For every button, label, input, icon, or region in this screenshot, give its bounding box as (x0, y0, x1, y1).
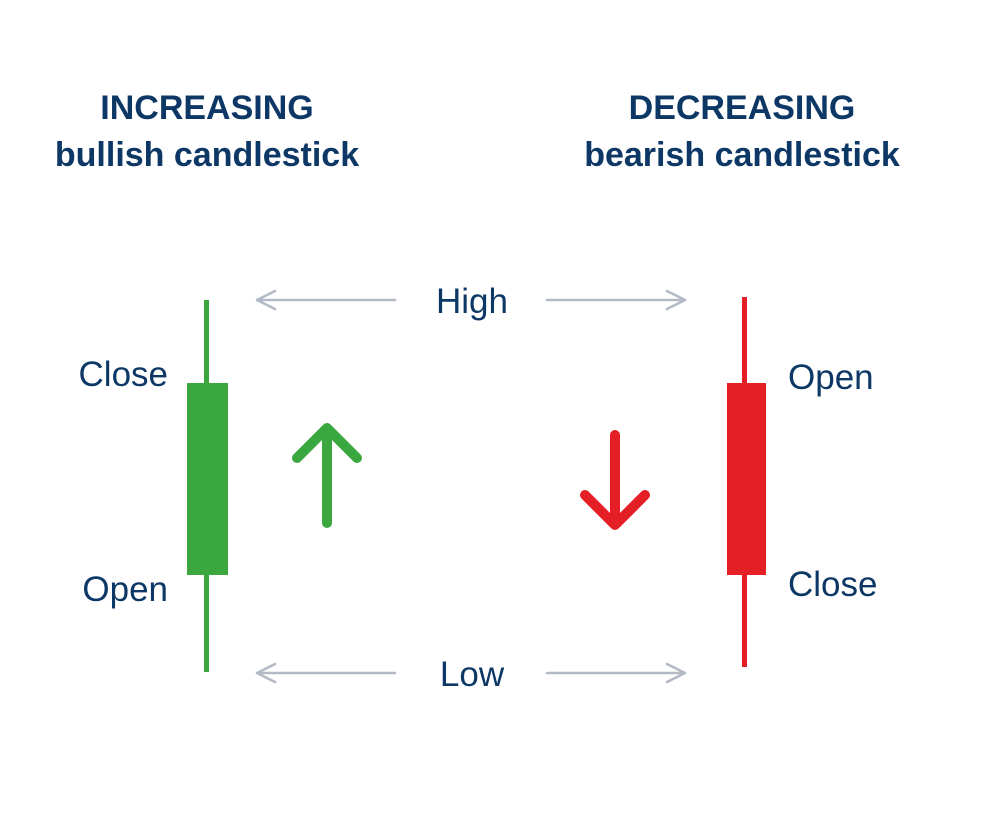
bearish-candle-body (727, 383, 766, 575)
bullish-candle-body (187, 383, 228, 575)
bullish-title-line2: bullish candlestick (54, 136, 360, 174)
bullish-title: INCREASING bullish candlestick (27, 85, 387, 179)
bearish-close-label: Close (788, 565, 878, 604)
bullish-close-label: Close (78, 355, 168, 394)
bearish-title-line1: DECREASING (628, 89, 856, 127)
low-label: Low (439, 655, 505, 694)
bearish-title: DECREASING bearish candlestick (562, 85, 922, 179)
bullish-title-line1: INCREASING (100, 89, 314, 127)
up-arrow-icon (292, 423, 362, 528)
bullish-open-label: Open (82, 570, 168, 609)
low-left-arrow-icon (255, 662, 397, 684)
bearish-open-label: Open (788, 358, 874, 397)
low-right-arrow-icon (545, 662, 687, 684)
bearish-title-line2: bearish candlestick (584, 136, 900, 174)
high-left-arrow-icon (255, 289, 397, 311)
high-right-arrow-icon (545, 289, 687, 311)
high-label: High (436, 282, 508, 321)
down-arrow-icon (580, 430, 650, 530)
